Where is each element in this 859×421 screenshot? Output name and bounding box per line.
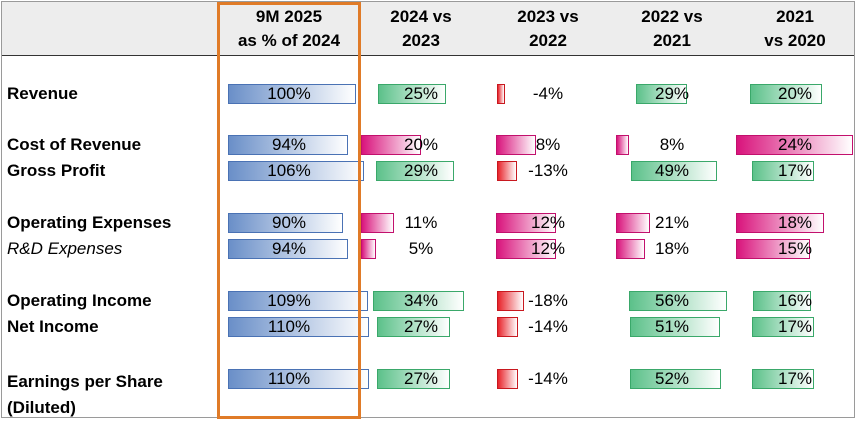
data-value: 109%	[267, 291, 311, 310]
data-value: 100%	[267, 84, 311, 103]
data-bar	[497, 291, 524, 311]
data-value: 8%	[535, 135, 561, 154]
data-value: 110%	[267, 369, 311, 388]
data-value: 17%	[777, 369, 813, 388]
data-value: 34%	[403, 291, 439, 310]
data-value: -13%	[528, 161, 568, 180]
data-value: 12%	[530, 213, 566, 232]
row-label: Earnings per Share (Diluted)	[7, 372, 163, 417]
row-label: Gross Profit	[7, 161, 106, 180]
data-bar	[630, 161, 717, 181]
data-value: 18%	[777, 213, 813, 232]
data-value: 8%	[659, 135, 685, 154]
data-value: 25%	[403, 84, 439, 103]
data-bar	[736, 213, 825, 233]
data-bar	[228, 291, 368, 311]
data-value: 110%	[267, 317, 311, 336]
data-value: -14%	[528, 369, 568, 388]
data-bar	[228, 161, 364, 181]
data-bar	[630, 369, 721, 389]
data-value: 20%	[777, 84, 813, 103]
data-bar	[616, 239, 645, 259]
data-bar	[497, 317, 518, 337]
column-header-1: 2024 vs 2023	[390, 7, 452, 50]
data-bar	[228, 239, 349, 259]
data-bar	[375, 161, 454, 181]
data-value: 27%	[403, 369, 439, 388]
data-value: -18%	[528, 291, 568, 310]
data-value: 94%	[271, 239, 307, 258]
data-value: 17%	[777, 317, 813, 336]
row-label: R&D Expenses	[7, 239, 123, 258]
data-value: 29%	[654, 84, 690, 103]
data-bar	[616, 213, 650, 233]
column-header-4: 2021 vs 2020	[764, 7, 826, 50]
data-bar	[228, 135, 349, 155]
data-value: 51%	[654, 317, 690, 336]
data-bar	[752, 317, 814, 337]
data-value: 18%	[654, 239, 690, 258]
data-value: 12%	[530, 239, 566, 258]
header-band	[2, 2, 854, 56]
data-bar	[496, 213, 556, 233]
data-bar	[750, 84, 822, 104]
data-value: 24%	[777, 135, 813, 154]
data-value: 17%	[777, 161, 813, 180]
data-value: 5%	[408, 239, 434, 258]
data-bar	[736, 135, 853, 155]
data-bar	[376, 317, 450, 337]
data-bar	[496, 135, 536, 155]
column-header-2: 2023 vs 2022	[517, 7, 579, 50]
data-value: 56%	[654, 291, 690, 310]
data-bar	[752, 161, 814, 181]
data-bar	[361, 239, 376, 259]
data-bar	[616, 135, 629, 155]
data-bar	[753, 291, 811, 311]
data-bar	[752, 369, 814, 389]
data-bar	[372, 291, 465, 311]
data-value: 94%	[271, 135, 307, 154]
data-bar	[378, 84, 446, 104]
data-bar	[497, 84, 505, 104]
data-bar	[630, 317, 720, 337]
column-header-0: 9M 2025 as % of 2024	[237, 7, 341, 50]
row-label: Cost of Revenue	[7, 135, 142, 154]
row-label: Operating Expenses	[7, 213, 172, 232]
data-value: 15%	[777, 239, 813, 258]
data-bar	[497, 369, 518, 389]
row-label: Revenue	[7, 84, 78, 103]
data-bar	[496, 239, 556, 259]
data-bar	[228, 317, 369, 337]
data-bar	[635, 84, 687, 104]
column-header-3: 2022 vs 2021	[641, 7, 703, 50]
data-value: 11%	[404, 213, 438, 232]
row-label: Net Income	[7, 317, 99, 336]
data-value: -14%	[528, 317, 568, 336]
data-bar	[228, 84, 356, 104]
data-value: 21%	[654, 213, 690, 232]
data-value: 90%	[271, 213, 307, 232]
data-value: 52%	[654, 369, 690, 388]
data-value: 20%	[403, 135, 439, 154]
data-value: 27%	[403, 317, 439, 336]
data-value: -4%	[532, 84, 564, 103]
data-bar	[736, 239, 810, 259]
data-value: 29%	[403, 161, 439, 180]
data-bar	[376, 369, 450, 389]
data-value: 16%	[777, 291, 813, 310]
data-value: 106%	[267, 161, 311, 180]
data-value: 49%	[654, 161, 690, 180]
data-bar	[361, 213, 394, 233]
data-bar	[361, 135, 421, 155]
data-bar	[228, 213, 344, 233]
row-label: Operating Income	[7, 291, 152, 310]
data-bar	[497, 161, 517, 181]
data-bar	[228, 369, 369, 389]
data-bar	[629, 291, 727, 311]
